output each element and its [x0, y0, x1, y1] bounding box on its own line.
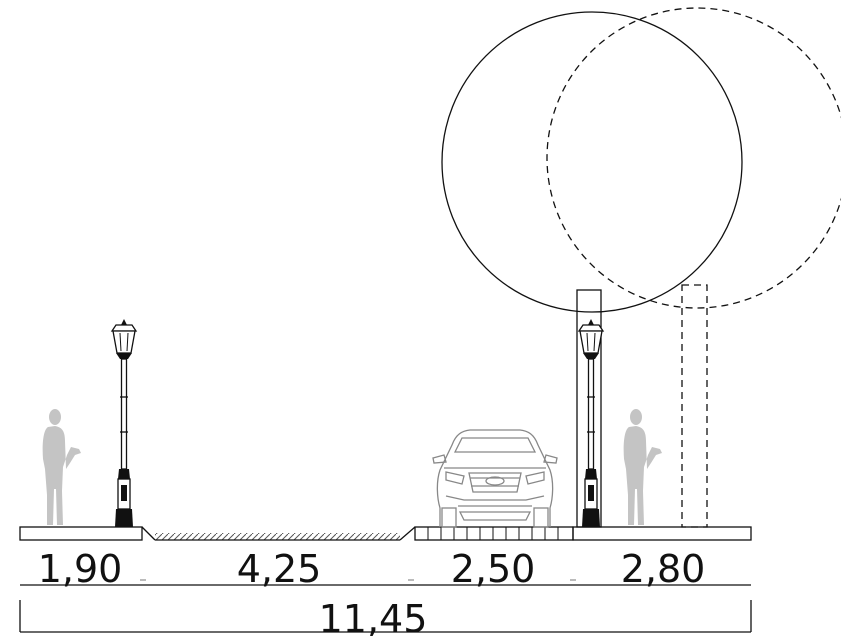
sidewalk-right-width-label: 2,80 — [621, 547, 706, 591]
roadway-width-label: 4,25 — [237, 547, 322, 591]
parking-lane-width-label: 2,50 — [451, 547, 536, 591]
sidewalk-left-width-label: 1,90 — [38, 547, 123, 591]
total-width-label: 11,45 — [319, 597, 428, 636]
tree-canopy-future-icon — [546, 7, 841, 309]
person-silhouette-icon — [623, 409, 662, 525]
car-front-icon — [432, 429, 558, 528]
paving-joints — [427, 527, 559, 540]
ground-profile — [19, 526, 752, 541]
tree-canopy-icon — [441, 11, 743, 313]
lamp-post-icon — [578, 318, 604, 528]
dimension-lines — [19, 584, 752, 633]
person-silhouette-icon — [42, 409, 81, 525]
tree-trunk-future-icon — [681, 284, 708, 528]
lamp-post-icon — [111, 318, 137, 528]
